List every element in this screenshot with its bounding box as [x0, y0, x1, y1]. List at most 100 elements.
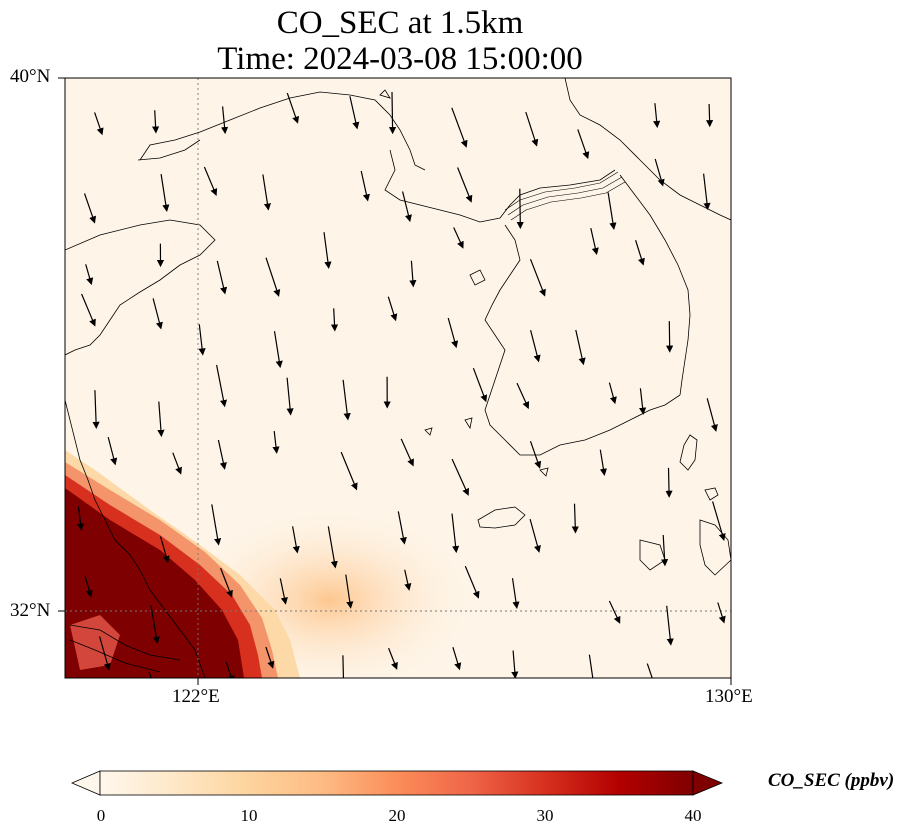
plume-hotspot [70, 615, 120, 670]
wind-arrow [83, 193, 97, 224]
wind-arrow [452, 647, 462, 671]
wind-arrow [712, 501, 726, 541]
wind-arrow [203, 166, 218, 197]
wind-arrow [457, 167, 473, 203]
wind-arrow [76, 506, 85, 531]
wind-arrow [571, 503, 579, 534]
colorbar-tick-20: 20 [388, 806, 406, 825]
wind-arrow [472, 367, 488, 403]
wind-arrow [81, 293, 96, 327]
wind-arrow [453, 227, 464, 249]
wind-arrow [342, 655, 345, 678]
wind-arrow [387, 296, 398, 322]
wind-arrow [511, 650, 519, 678]
wind-arrow [666, 605, 674, 646]
wind-arrow [216, 260, 228, 295]
wind-arrow [516, 188, 524, 230]
colorbar-title: CO_SEC (ppbv) [768, 770, 895, 791]
colorbar-gradient [99, 770, 694, 796]
wind-arrow [588, 654, 594, 678]
wind-arrow [529, 258, 546, 297]
wind-arrow [388, 647, 398, 670]
wind-arrow [286, 92, 300, 124]
wind-arrow [273, 331, 283, 369]
wind-arrow [323, 232, 332, 269]
wind-arrow [216, 364, 228, 408]
lon-tick-label-122: 122°E [172, 686, 220, 707]
wind-arrow [639, 388, 647, 415]
wind-arrow [706, 398, 718, 432]
wind-arrow [159, 536, 170, 564]
wind-arrow [198, 324, 206, 356]
wind-arrow [327, 526, 338, 569]
wind-arrow [451, 458, 470, 496]
wind-vector-field [76, 91, 726, 678]
wind-arrow [152, 298, 163, 330]
wind-arrow [172, 452, 182, 475]
wind-arrow [590, 227, 599, 256]
wind-arrow [148, 671, 152, 678]
wind-arrow [511, 578, 520, 609]
wind-arrow [85, 264, 94, 286]
wind-arrow [157, 401, 165, 438]
wind-arrow [286, 377, 294, 416]
lon-tick-label-130: 130°E [705, 686, 753, 707]
wind-arrow [152, 110, 160, 134]
wind-arrow [607, 192, 617, 230]
wind-arrow [404, 569, 412, 591]
wind-arrow [409, 260, 417, 288]
wind-arrow [388, 91, 397, 135]
lat-tick-label-40: 40°N [10, 66, 51, 87]
wind-arrow [464, 565, 480, 599]
colorbar-tick-30: 30 [536, 806, 554, 825]
colorbar-min-extend [70, 770, 101, 796]
plot-title-time: Time: 2024-03-08 15:00:00 [217, 41, 583, 77]
wind-arrow [599, 449, 607, 476]
wind-arrow [660, 534, 669, 567]
wind-arrow [107, 436, 118, 466]
wind-arrow [608, 600, 621, 624]
wind-arrow [530, 330, 541, 363]
colorbar-tick-0: 0 [96, 806, 106, 825]
wind-arrow [516, 382, 530, 410]
wind-arrow [292, 526, 300, 554]
wind-arrow [349, 96, 360, 130]
wind-arrow [447, 317, 459, 349]
colorbar-max-extend [692, 770, 724, 796]
lat-tick-label-32: 32°N [10, 600, 51, 621]
wind-arrow [360, 170, 370, 202]
wind-arrow [577, 129, 590, 160]
wind-arrow [330, 308, 339, 332]
wind-arrow [265, 257, 281, 297]
wind-arrow [220, 567, 233, 598]
wind-arrow [262, 174, 272, 211]
wind-arrow [342, 379, 351, 421]
wind-arrow [225, 662, 235, 678]
wind-arrow [94, 112, 104, 136]
wind-arrow [99, 636, 111, 671]
wind-arrow [272, 431, 280, 454]
wind-arrow [529, 518, 541, 553]
wind-arrow [397, 511, 407, 545]
wind-arrow [211, 504, 222, 546]
colorbar-tick-40: 40 [684, 806, 702, 825]
wind-arrow [525, 111, 539, 147]
wind-arrow [608, 382, 617, 405]
wind-arrow [653, 103, 661, 129]
wind-arrow [84, 575, 93, 598]
wind-arrow [217, 439, 227, 470]
wind-arrow [150, 604, 160, 645]
wind-arrow [220, 106, 229, 135]
wind-arrow [400, 438, 414, 467]
wind-arrow [665, 467, 673, 498]
wind-arrow [529, 441, 542, 469]
wind-arrow [703, 173, 711, 211]
wind-arrow [635, 240, 645, 266]
wind-arrow [279, 578, 288, 605]
wind-arrow [92, 390, 100, 429]
wind-arrow [654, 158, 665, 187]
wind-arrow [451, 107, 468, 148]
wind-arrow [160, 174, 170, 212]
wind-arrow [451, 513, 460, 554]
